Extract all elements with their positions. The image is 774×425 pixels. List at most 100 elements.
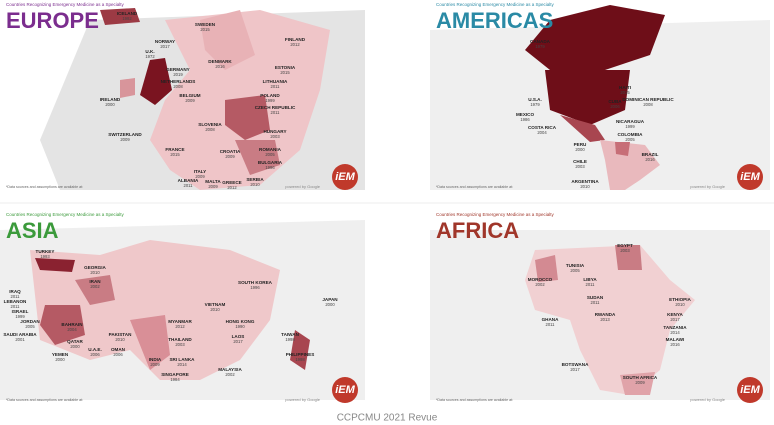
country-year: 2011 [183, 183, 193, 188]
logo: iEM [335, 384, 355, 396]
panel-subtitle: Countries Recognizing Emergency Medicine… [436, 2, 555, 7]
country-name: OMAN [111, 347, 126, 352]
country-year: 1993 [40, 254, 50, 259]
country-year: 1990 [235, 324, 245, 329]
country-name: SINGAPORE [161, 372, 189, 377]
country-year: 2009 [225, 154, 235, 159]
country-year: 2010 [675, 302, 685, 307]
country-name: BULGARIA [258, 160, 283, 165]
country-name: ITALY [194, 169, 207, 174]
country-name: SRI LANKA [169, 357, 195, 362]
map-shapes [0, 220, 365, 400]
country-year: 2006 [113, 352, 123, 357]
country-year: 2001 [15, 337, 25, 342]
country-name: CANADA [530, 39, 551, 44]
country-year: 2005 [625, 137, 635, 142]
country-name: SERBIA [246, 177, 264, 182]
country-name: SOUTH AFRICA [623, 375, 658, 380]
country-year: 1998 [295, 357, 305, 362]
map-shapes [40, 8, 365, 190]
country-name: PHILIPPINES [286, 352, 315, 357]
country-year: 2002 [535, 282, 545, 287]
footnote: *Data sources and assumptions are availa… [6, 185, 83, 189]
country-name: U.S.A. [528, 97, 542, 102]
country-year: 2006 [90, 352, 100, 357]
country-name: MYANMAR [168, 319, 192, 324]
country-name: MALTA [205, 179, 221, 184]
footer: CCPCMU 2021 Revue [337, 413, 438, 424]
logo-badge [332, 377, 358, 403]
country-year: 2000 [55, 357, 65, 362]
country-name: NETHERLANDS [161, 79, 196, 84]
country-year: 2012 [290, 42, 300, 47]
country-year: 2014 [670, 330, 680, 335]
country-name: TAIWAN [281, 332, 299, 337]
country-year: 2008 [173, 84, 183, 89]
country-name: RWANDA [595, 312, 616, 317]
map-shapes [430, 5, 770, 190]
country-name: JAPAN [322, 297, 338, 302]
country-year: 2016 [215, 64, 225, 69]
country-name: U.K. [145, 49, 154, 54]
country-name: LAOS [232, 334, 245, 339]
country-year: 1992 [122, 16, 132, 21]
country-year: 2015 [170, 152, 180, 157]
country-year: 2015 [200, 27, 210, 32]
country-name: PAKISTAN [109, 332, 132, 337]
country-year: 2017 [570, 367, 580, 372]
country-year: 2005 [570, 268, 580, 273]
country-year: 2012 [175, 324, 185, 329]
country-year: 1972 [145, 54, 155, 59]
panel-title: AMERICAS [436, 8, 553, 33]
country-year: 2011 [10, 304, 20, 309]
country-year: 2008 [643, 102, 653, 107]
country-year: 2003 [270, 134, 280, 139]
country-name: ARGENTINA [571, 179, 599, 184]
country-name: BELGIUM [179, 93, 200, 98]
country-name: INDIA [149, 357, 162, 362]
panel-title: ASIA [6, 218, 59, 243]
country-name: ETHIOPIA [669, 297, 691, 302]
country-year: 1998 [285, 337, 295, 342]
country-year: 2000 [105, 102, 115, 107]
country-name: COSTA RICA [528, 125, 557, 130]
country-name: EGYPT [617, 243, 633, 248]
country-year: 2017 [670, 317, 680, 322]
country-name: SLOVENIA [198, 122, 222, 127]
footnote: *Data sources and assumptions are availa… [436, 185, 513, 189]
country-year: 1996 [250, 285, 260, 290]
country-name: TANZANIA [663, 325, 687, 330]
country-name: COLOMBIA [617, 132, 643, 137]
country-year: 1986 [520, 117, 530, 122]
country-name: IRELAND [100, 97, 121, 102]
country-name: LITHUANIA [263, 79, 288, 84]
country-year: 2003 [620, 248, 630, 253]
country-name: POLAND [260, 93, 280, 98]
country-year: 1996 [265, 165, 275, 170]
country-name: HONG KONG [226, 319, 255, 324]
country-year: 2004 [67, 327, 77, 332]
country-year: 2015 [620, 90, 630, 95]
country-year: 2017 [233, 339, 243, 344]
country-year: 2004 [537, 130, 547, 135]
map-credit: powered by Google [690, 184, 725, 189]
logo-badge [332, 164, 358, 190]
logo-badge [737, 377, 763, 403]
country-name: CHILE [573, 159, 587, 164]
country-name: QATAR [67, 339, 83, 344]
country-year: 1979 [535, 44, 545, 49]
country-year: 2009 [185, 98, 195, 103]
country-name: BRAZIL [642, 152, 659, 157]
country-year: 2005 [265, 152, 275, 157]
country-year: 1984 [170, 377, 180, 382]
country-name: LIBYA [583, 277, 597, 282]
country-year: 2010 [210, 307, 220, 312]
panel-title: EUROPE [6, 8, 99, 33]
country-year: 1999 [625, 124, 635, 129]
country-year: 2000 [575, 147, 585, 152]
country-name: MOROCCO [528, 277, 553, 282]
country-name: DOMINICAN REPUBLIC [622, 97, 674, 102]
country-name: ROMANIA [259, 147, 282, 152]
country-name: NORWAY [155, 39, 175, 44]
